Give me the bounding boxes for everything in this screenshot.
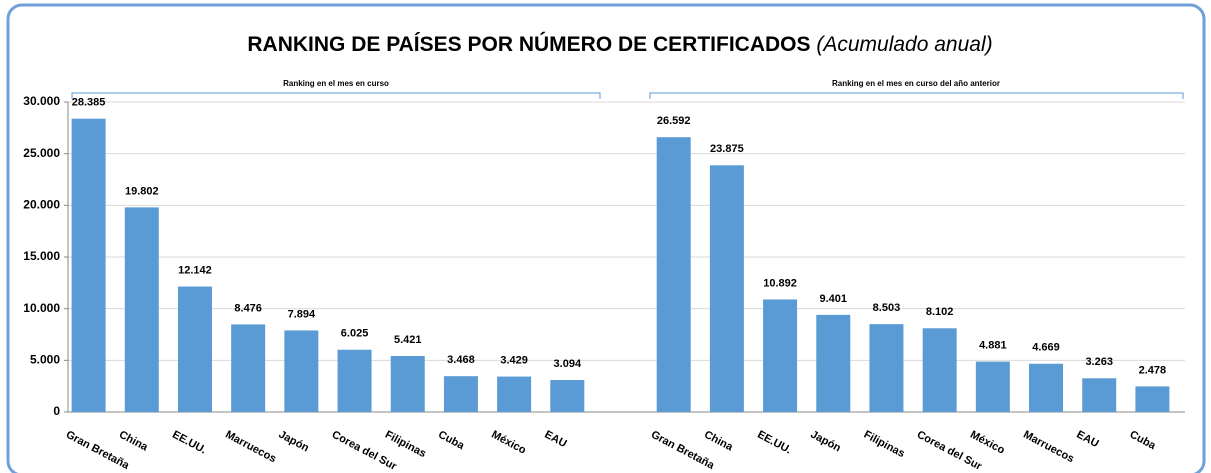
data-label: 4.881 xyxy=(979,339,1007,351)
bar xyxy=(124,207,159,412)
bar xyxy=(922,328,957,412)
chart-title: RANKING DE PAÍSES POR NÚMERO DE CERTIFIC… xyxy=(247,32,810,56)
group-bracket xyxy=(649,92,1184,99)
bar xyxy=(1135,386,1170,412)
data-label: 2.478 xyxy=(1139,364,1167,376)
y-tick-label: 10.000 xyxy=(23,301,60,315)
data-label: 26.592 xyxy=(657,115,691,127)
chart-subtitle: (Acumulado anual) xyxy=(816,33,992,56)
y-tick-label: 30.000 xyxy=(23,94,60,108)
bar xyxy=(1082,378,1117,412)
bar xyxy=(284,330,319,412)
bar xyxy=(231,324,266,412)
bar xyxy=(763,299,798,412)
bar xyxy=(177,286,212,412)
data-label: 6.025 xyxy=(341,328,369,340)
data-label: 9.401 xyxy=(819,293,847,305)
y-tick-label: 20.000 xyxy=(23,198,60,212)
bar xyxy=(443,376,478,412)
data-label: 3.094 xyxy=(554,358,582,370)
data-label: 4.669 xyxy=(1032,342,1060,354)
y-tick-label: 15.000 xyxy=(23,249,60,263)
data-label: 3.468 xyxy=(447,354,475,366)
bar xyxy=(869,324,904,412)
data-label: 12.142 xyxy=(178,264,212,276)
data-label: 5.421 xyxy=(394,334,422,346)
data-label: 8.503 xyxy=(873,302,901,314)
bar xyxy=(390,355,425,412)
y-tick-label: 25.000 xyxy=(23,146,60,160)
data-label: 3.429 xyxy=(500,354,528,366)
data-label: 7.894 xyxy=(288,308,316,320)
y-tick-label: 0 xyxy=(53,404,60,418)
bar xyxy=(337,349,372,412)
bar xyxy=(816,314,851,412)
bar xyxy=(709,165,744,412)
data-label: 10.892 xyxy=(763,277,797,289)
bar xyxy=(550,380,585,412)
bar xyxy=(497,376,532,412)
data-label: 19.802 xyxy=(125,185,159,197)
bar xyxy=(1029,363,1064,412)
data-label: 8.476 xyxy=(234,302,262,314)
bar xyxy=(71,118,106,413)
data-label: 8.102 xyxy=(926,306,954,318)
data-label: 28.385 xyxy=(72,97,106,109)
data-label: 23.875 xyxy=(710,143,744,155)
group-label: Ranking en el mes en curso xyxy=(283,79,389,88)
group-label: Ranking en el mes en curso del año anter… xyxy=(832,79,1000,88)
bar xyxy=(975,361,1010,412)
bar xyxy=(656,137,691,412)
data-label: 3.263 xyxy=(1085,356,1113,368)
title-group: RANKING DE PAÍSES POR NÚMERO DE CERTIFIC… xyxy=(247,32,992,56)
group-bracket xyxy=(71,92,601,99)
y-tick-label: 5.000 xyxy=(30,353,60,367)
